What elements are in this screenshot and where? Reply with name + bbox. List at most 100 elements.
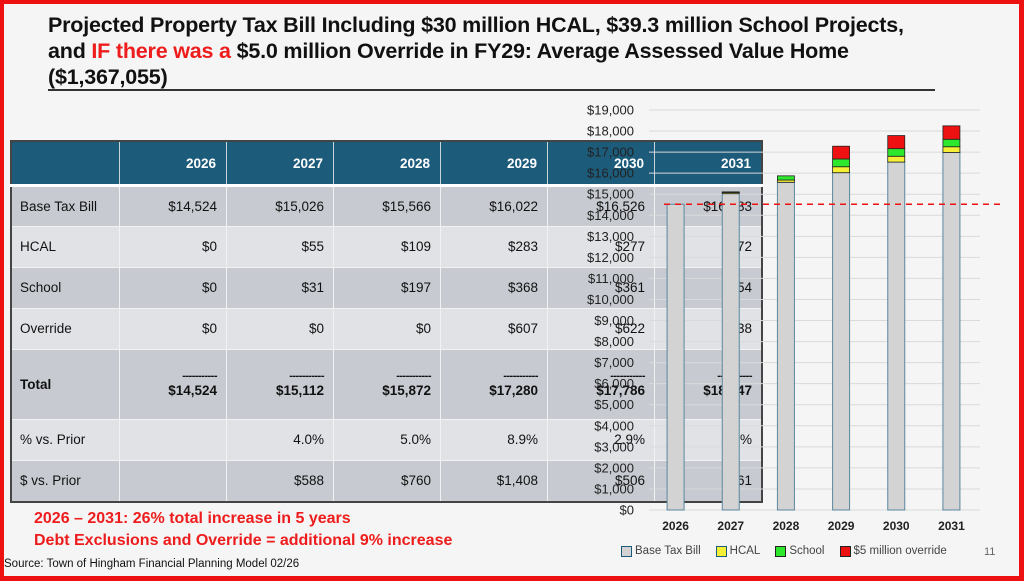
- y-tick-label: $6,000: [594, 376, 634, 391]
- bar-segment-school: [942, 138, 961, 148]
- cell: $0: [119, 226, 227, 268]
- total-value: $17,280: [489, 383, 538, 398]
- separator: -----------: [396, 370, 431, 382]
- table-row-base: Base Tax Bill $14,524 $15,026 $15,566 $1…: [11, 185, 762, 227]
- separator: -----------: [289, 370, 324, 382]
- bar-segment-base-tax-bill: [666, 203, 685, 511]
- total-value: $15,112: [275, 383, 324, 398]
- bar-segment-base-tax-bill: [942, 151, 961, 511]
- bar-segment-school: [777, 175, 795, 181]
- source-citation: Source: Town of Hingham Financial Planni…: [4, 558, 300, 570]
- cell: $368: [440, 267, 548, 309]
- header-cell: 2028: [333, 141, 441, 187]
- row-label: % vs. Prior: [11, 419, 120, 461]
- cell: $277: [547, 226, 655, 268]
- cell: $16,022: [440, 185, 548, 227]
- header-cell: 2029: [440, 141, 548, 187]
- cell: $0: [119, 308, 227, 350]
- note-total-increase: 2026 – 2031: 26% total increase in 5 yea…: [34, 510, 351, 527]
- y-tick-label: $13,000: [587, 229, 634, 244]
- y-tick-label: $19,000: [587, 103, 634, 118]
- title-line-2-prefix: and: [48, 39, 92, 63]
- cell: $16,526: [547, 185, 655, 227]
- cell: $0: [226, 308, 334, 350]
- page-number: 11: [984, 546, 996, 558]
- summary-notes: 2026 – 2031: 26% total increase in 5 yea…: [34, 508, 452, 552]
- table-row-dollar-prior: $ vs. Prior $588 $760 $1,408 $506 $461: [11, 460, 762, 502]
- row-label: $ vs. Prior: [11, 460, 120, 502]
- y-tick-label: $3,000: [594, 439, 634, 454]
- cell: $283: [440, 226, 548, 268]
- legend-label: School: [789, 545, 825, 557]
- row-label: HCAL: [11, 226, 120, 268]
- cell: 4.0%: [226, 419, 334, 461]
- cell: $31: [226, 267, 334, 309]
- x-tick-label: 2028: [773, 519, 800, 533]
- bar-segment--5-million-override: [832, 145, 850, 160]
- title-line-2-highlight: IF there was a: [91, 39, 231, 63]
- legend-item: HCAL: [715, 545, 761, 557]
- y-tick-label: $0: [620, 503, 634, 518]
- bar-segment--5-million-override: [942, 125, 961, 140]
- cell: $607: [440, 308, 548, 350]
- bar-segment-base-tax-bill: [776, 181, 795, 511]
- table-row-total: Total ----------- $14,524 ----------- $15,…: [11, 349, 762, 420]
- cell: $109: [333, 226, 441, 268]
- table-row-override: Override $0 $0 $0 $607 $622 $638: [11, 308, 762, 350]
- legend-label: Base Tax Bill: [635, 545, 701, 557]
- note-additional-increase: Debt Exclusions and Override = additiona…: [34, 532, 453, 549]
- cell: ----------- $14,524: [119, 349, 227, 420]
- bar-segment-school: [721, 191, 740, 193]
- legend-item: Base Tax Bill: [621, 545, 701, 557]
- y-tick-label: $12,000: [587, 250, 634, 265]
- title-underline: [48, 89, 935, 91]
- row-label: School: [11, 267, 120, 309]
- y-tick-label: $5,000: [594, 397, 634, 412]
- legend-label: $5 million override: [853, 545, 947, 557]
- cell: $506: [547, 460, 655, 502]
- y-tick-label: $16,000: [587, 166, 634, 181]
- legend-swatch: [839, 545, 851, 557]
- total-value: $14,524: [168, 383, 217, 398]
- cell: $1,408: [440, 460, 548, 502]
- bar-segment-school: [887, 148, 906, 157]
- bar-segment-hcal: [887, 155, 906, 163]
- header-cell: 2026: [119, 141, 227, 187]
- x-tick-label: 2030: [883, 519, 910, 533]
- cell: $0: [333, 308, 441, 350]
- x-tick-label: 2027: [717, 519, 744, 533]
- header-cell: 2031: [654, 141, 762, 187]
- separator: -----------: [182, 370, 217, 382]
- table-header-row: 2026 2027 2028 2029 2030 2031: [11, 141, 762, 187]
- total-value: $15,872: [382, 383, 431, 398]
- y-tick-label: $7,000: [594, 355, 634, 370]
- cell: 8.9%: [440, 419, 548, 461]
- separator: -----------: [610, 370, 645, 382]
- header-cell: 2027: [226, 141, 334, 187]
- bar-segment-base-tax-bill: [721, 193, 740, 511]
- separator: -----------: [503, 370, 538, 382]
- x-tick-label: 2026: [662, 519, 689, 533]
- y-tick-label: $15,000: [587, 187, 634, 202]
- title-line-2-suffix: $5.0 million Override in FY29: Average A…: [230, 39, 849, 63]
- cell: ----------- $15,112: [226, 349, 334, 420]
- legend-swatch: [775, 545, 787, 557]
- header-cell: [11, 141, 120, 187]
- total-value: $17,786: [596, 383, 645, 398]
- cell: 2.9%: [547, 419, 655, 461]
- cell: $760: [333, 460, 441, 502]
- bar-segment-hcal: [832, 166, 850, 174]
- cell: $361: [547, 267, 655, 309]
- cell: [119, 419, 227, 461]
- row-label: Base Tax Bill: [11, 185, 120, 227]
- legend-label: HCAL: [729, 545, 761, 557]
- y-tick-label: $9,000: [594, 313, 634, 328]
- cell: $588: [226, 460, 334, 502]
- row-label: Total: [11, 349, 120, 420]
- cell: $15,566: [333, 185, 441, 227]
- legend-swatch: [715, 545, 727, 557]
- cell: $622: [547, 308, 655, 350]
- slide-title: Projected Property Tax Bill Including $3…: [48, 12, 948, 90]
- x-tick-label: 2031: [938, 519, 965, 533]
- y-tick-label: $4,000: [594, 418, 634, 433]
